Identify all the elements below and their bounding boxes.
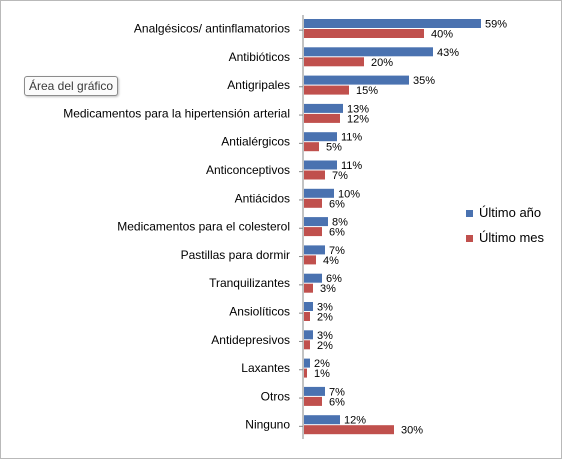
category-label: Medicamentos para la hipertensión arteri… xyxy=(63,106,290,120)
data-label: 3% xyxy=(317,330,333,342)
bar-ultimo-ano xyxy=(304,188,334,198)
data-label: 11% xyxy=(341,160,362,172)
bar-ultimo-mes xyxy=(304,425,394,435)
legend-swatch-ultimo-mes xyxy=(466,235,473,242)
data-label: 43% xyxy=(437,47,459,59)
data-label: 7% xyxy=(332,170,348,182)
data-label: 20% xyxy=(371,57,393,69)
data-label: 2% xyxy=(314,358,330,370)
data-label: 13% xyxy=(347,103,369,115)
data-label: 12% xyxy=(347,113,369,125)
bar-ultimo-mes xyxy=(304,57,364,67)
bar-ultimo-mes xyxy=(304,113,340,123)
bar-ultimo-mes xyxy=(304,283,313,293)
category-label: Anticonceptivos xyxy=(206,163,290,177)
bar-ultimo-ano xyxy=(304,273,322,283)
category-label: Antigripales xyxy=(227,78,290,92)
category-label: Antibióticos xyxy=(229,50,290,64)
data-label: 30% xyxy=(401,425,423,437)
bar-ultimo-ano xyxy=(304,75,409,85)
category-label: Medicamentos para el colesterol xyxy=(117,220,290,234)
bar-ultimo-ano xyxy=(304,415,340,425)
category-label: Antidepresivos xyxy=(211,333,290,347)
data-label: 8% xyxy=(332,217,348,229)
category-label: Otros xyxy=(261,389,290,403)
category-label: Pastillas para dormir xyxy=(181,248,290,262)
bar-ultimo-mes xyxy=(304,170,325,180)
category-label: Ansiolíticos xyxy=(229,305,290,319)
chart-area-tooltip: Área del gráfico xyxy=(24,76,119,96)
category-label: Tranquilizantes xyxy=(209,276,290,290)
data-label: 12% xyxy=(344,415,366,427)
category-label: Analgésicos/ antinflamatorios xyxy=(134,22,290,36)
legend-label-ultimo-ano: Último año xyxy=(479,205,541,220)
data-label: 6% xyxy=(329,396,345,408)
data-label: 3% xyxy=(320,283,336,295)
category-label: Laxantes xyxy=(241,361,290,375)
legend-label-ultimo-mes: Último mes xyxy=(479,230,545,245)
data-label: 35% xyxy=(413,75,435,87)
bar-ultimo-ano xyxy=(304,19,481,28)
data-label: 7% xyxy=(329,386,345,398)
bar-ultimo-mes xyxy=(304,142,319,152)
data-label: 1% xyxy=(314,368,330,380)
data-label: 11% xyxy=(341,132,362,144)
bar-ultimo-ano xyxy=(304,47,433,57)
bar-ultimo-mes xyxy=(304,312,310,321)
data-label: 15% xyxy=(356,85,378,97)
bar-ultimo-ano xyxy=(304,330,313,340)
category-label: Ninguno xyxy=(245,418,290,432)
data-label: 6% xyxy=(329,198,345,210)
data-label: 3% xyxy=(317,302,333,314)
bar-ultimo-ano xyxy=(304,217,328,227)
data-label: 7% xyxy=(329,245,345,257)
bar-ultimo-mes xyxy=(304,198,322,208)
bar-ultimo-ano xyxy=(304,358,310,368)
bar-ultimo-mes xyxy=(304,227,322,237)
bar-ultimo-mes xyxy=(304,255,316,265)
data-label: 6% xyxy=(326,273,342,285)
bar-ultimo-mes xyxy=(304,396,322,406)
data-label: 40% xyxy=(431,29,453,41)
data-label: 2% xyxy=(317,312,333,324)
bar-ultimo-ano xyxy=(304,386,325,396)
data-label: 4% xyxy=(323,255,339,267)
bar-ultimo-mes xyxy=(304,85,349,95)
data-label: 10% xyxy=(338,188,360,200)
bar-ultimo-mes xyxy=(304,340,310,350)
data-label: 2% xyxy=(317,340,333,352)
category-label: Antiácidos xyxy=(235,191,290,205)
bar-ultimo-ano xyxy=(304,245,325,255)
bar-ultimo-ano xyxy=(304,132,337,142)
category-label: Antialérgicos xyxy=(221,135,290,149)
data-label: 5% xyxy=(326,142,342,154)
bar-ultimo-ano xyxy=(304,160,337,170)
bar-ultimo-mes xyxy=(304,29,424,38)
legend-swatch-ultimo-ano xyxy=(466,210,473,217)
bar-ultimo-mes xyxy=(304,368,307,378)
bar-ultimo-ano xyxy=(304,103,343,113)
data-label: 6% xyxy=(329,227,345,239)
data-label: 59% xyxy=(485,19,507,31)
bar-ultimo-ano xyxy=(304,302,313,311)
